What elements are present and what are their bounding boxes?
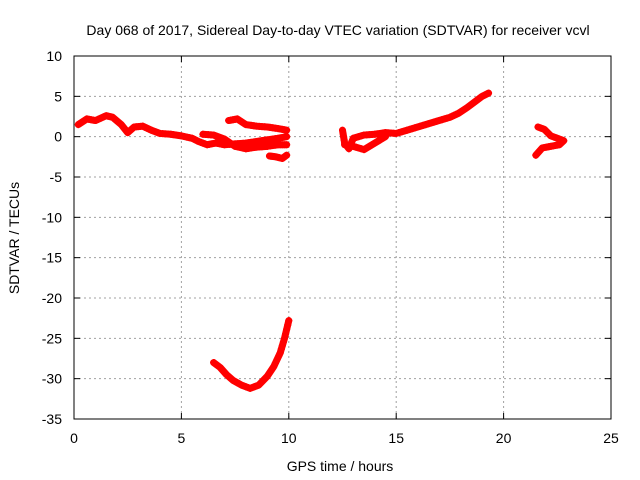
data-point bbox=[485, 89, 493, 97]
series-track-b bbox=[199, 130, 291, 153]
x-tick-label: 20 bbox=[496, 430, 512, 446]
x-tick-label: 10 bbox=[281, 430, 297, 446]
y-tick-label: -5 bbox=[50, 169, 63, 185]
data-point bbox=[283, 141, 291, 149]
x-axis-label: GPS time / hours bbox=[287, 458, 394, 474]
data-series bbox=[74, 89, 568, 392]
data-point bbox=[283, 126, 291, 134]
y-tick-label: -10 bbox=[42, 209, 62, 225]
y-tick-label: 0 bbox=[54, 129, 62, 145]
series-track-a bbox=[74, 112, 291, 149]
series-track-d bbox=[265, 151, 291, 162]
x-tick-label: 15 bbox=[388, 430, 404, 446]
data-point bbox=[277, 345, 285, 353]
y-tick-label: -35 bbox=[42, 411, 62, 427]
x-tick-label: 25 bbox=[603, 430, 619, 446]
data-point bbox=[557, 140, 565, 148]
data-point bbox=[285, 317, 293, 325]
y-tick-labels: 10 5 0 -5 -10 -15 -20 -25 -30 -35 bbox=[42, 48, 62, 427]
data-point bbox=[279, 338, 287, 346]
series-trace bbox=[74, 112, 291, 149]
data-point bbox=[381, 133, 389, 141]
data-point bbox=[282, 152, 290, 160]
series-trace bbox=[339, 89, 493, 153]
series-track-e bbox=[339, 89, 493, 153]
data-point bbox=[281, 334, 289, 342]
data-point bbox=[276, 349, 284, 357]
y-tick-label: 5 bbox=[54, 88, 62, 104]
data-point bbox=[283, 133, 291, 141]
data-point bbox=[283, 325, 291, 333]
grid-lines bbox=[74, 56, 611, 419]
data-point bbox=[282, 330, 290, 338]
series-track-h bbox=[210, 317, 293, 392]
data-point bbox=[284, 321, 292, 329]
y-axis-label: SDTVAR / TECUs bbox=[6, 182, 22, 294]
plot-frame bbox=[73, 55, 612, 420]
data-point bbox=[283, 151, 291, 159]
y-tick-label: 10 bbox=[46, 48, 62, 64]
chart-title: Day 068 of 2017, Sidereal Day-to-day VTE… bbox=[86, 22, 589, 38]
y-tick-label: -15 bbox=[42, 250, 62, 266]
x-tick-label: 5 bbox=[178, 430, 186, 446]
series-track-g bbox=[532, 123, 568, 159]
x-tick-labels: 0 5 10 15 20 25 bbox=[70, 430, 619, 446]
data-point bbox=[278, 342, 286, 350]
series-track-c bbox=[225, 115, 291, 134]
x-tick-label: 0 bbox=[70, 430, 78, 446]
y-tick-label: -20 bbox=[42, 290, 62, 306]
axis-ticks bbox=[73, 55, 612, 420]
series-track-f bbox=[341, 133, 389, 154]
y-tick-label: -25 bbox=[42, 330, 62, 346]
y-tick-label: -30 bbox=[42, 371, 62, 387]
data-point bbox=[532, 151, 540, 159]
